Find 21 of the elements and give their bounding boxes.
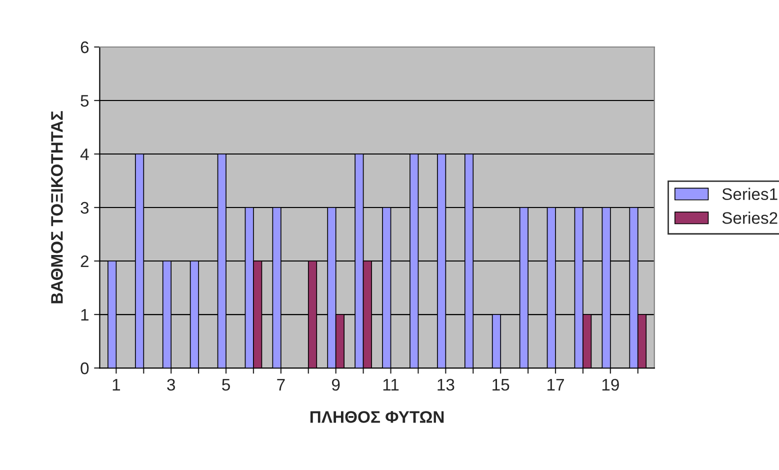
y-tick-label: 1 (81, 309, 88, 321)
legend-label: Series1 (722, 188, 778, 200)
y-tick-label: 6 (80, 41, 89, 54)
y-tick-label: 0 (80, 362, 89, 374)
y-axis-title: ΒΑΘΜΟΣ ΤΟΞΙΚΟΤΗΤΑΣ (51, 111, 63, 304)
x-tick-label: 11 (383, 379, 399, 391)
legend-label: Series2 (722, 212, 778, 224)
x-tick-label: 13 (438, 378, 454, 391)
x-tick-label: 1 (112, 379, 120, 391)
x-tick-label: 15 (492, 379, 510, 391)
x-axis-title: ΠΛΗΘΟΣ ΦΥΤΩΝ (310, 411, 444, 423)
x-tick-label: 19 (602, 378, 619, 391)
x-tick-label: 17 (548, 379, 564, 391)
x-tick-label: 3 (167, 378, 176, 391)
y-tick-label: 3 (80, 202, 89, 214)
x-tick-label: 9 (332, 378, 340, 391)
y-tick-label: 5 (80, 95, 89, 107)
y-tick-label: 4 (80, 148, 89, 160)
x-tick-label: 7 (277, 379, 285, 391)
x-tick-label: 5 (222, 379, 230, 391)
y-tick-label: 2 (80, 255, 88, 268)
